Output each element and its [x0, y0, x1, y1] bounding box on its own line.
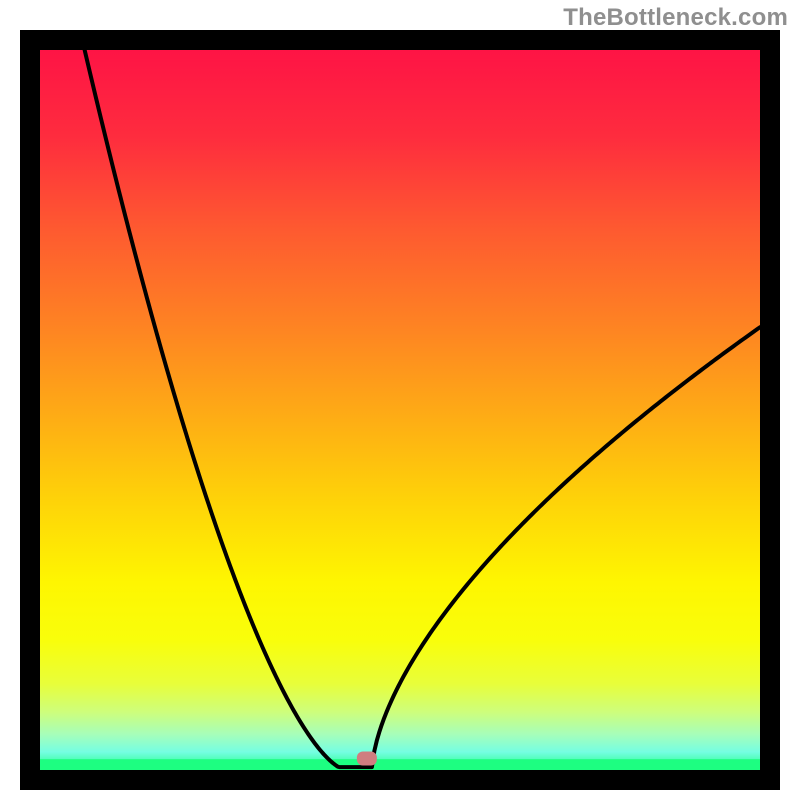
bottom-green-band — [40, 759, 760, 770]
chart-container: TheBottleneck.com — [0, 0, 800, 800]
watermark-text: TheBottleneck.com — [563, 4, 788, 32]
optimal-point-marker — [357, 751, 377, 765]
bottleneck-curve-chart — [0, 0, 800, 800]
